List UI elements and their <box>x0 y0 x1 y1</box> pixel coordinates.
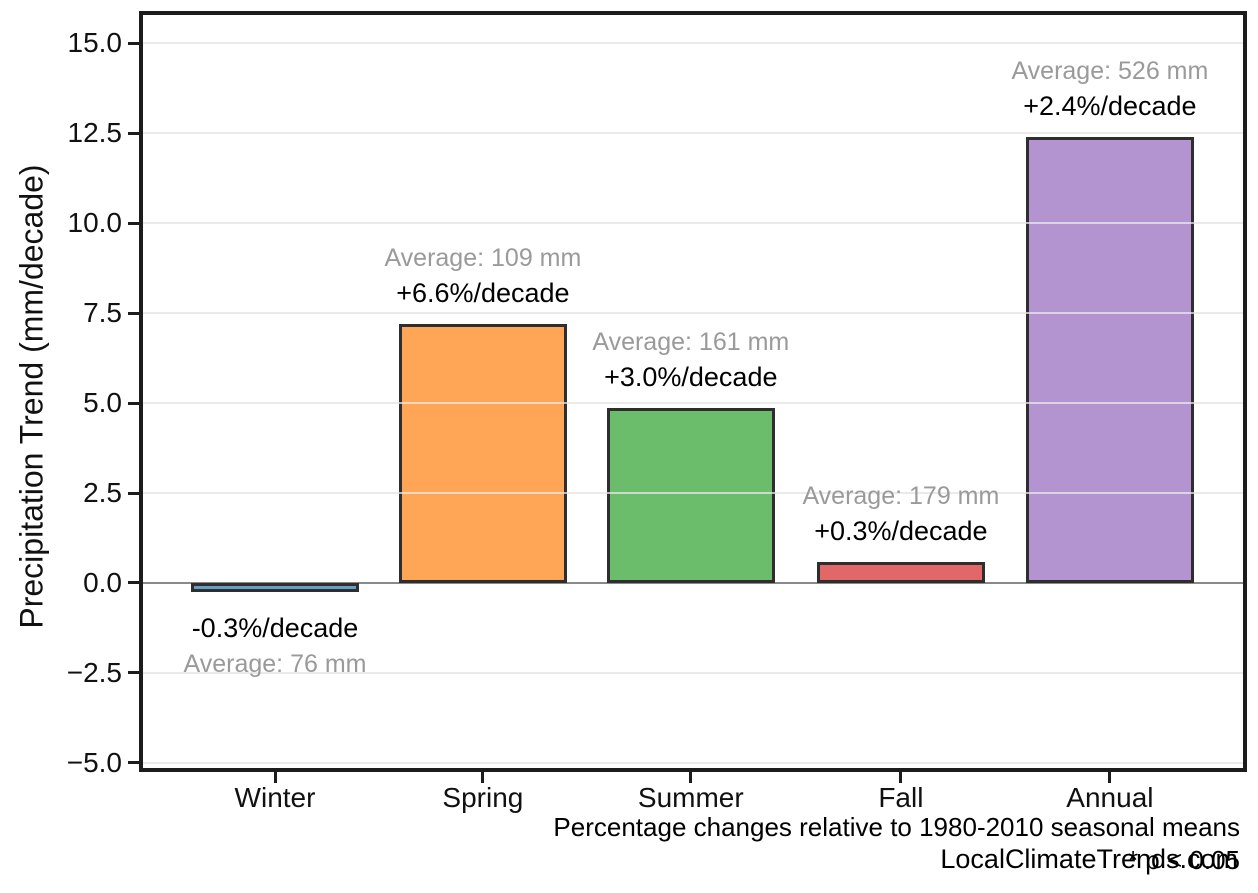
y-tick-label-7.5: 7.5 <box>83 297 122 329</box>
x-tick-label-summer: Summer <box>637 782 744 813</box>
footnote-line-2: * p < 0.05 <box>1127 845 1240 875</box>
gridline-overlay-12.5 <box>143 132 1243 135</box>
y-tick-mark-−5.0 <box>128 761 139 765</box>
x-tick-mark-summer <box>689 772 693 783</box>
y-tick-mark-10.0 <box>128 221 139 225</box>
y-tick-mark-15.0 <box>128 41 139 45</box>
y-tick-label-10.0: 10.0 <box>67 207 123 239</box>
footnote-line-1: Percentage changes relative to 1980-2010… <box>553 812 1240 842</box>
y-tick-mark-12.5 <box>128 131 139 135</box>
y-tick-mark-7.5 <box>128 311 139 315</box>
y-tick-label-5.0: 5.0 <box>83 387 122 419</box>
gridline-overlay-−5.0 <box>143 761 1243 764</box>
x-tick-label-spring: Spring <box>442 782 524 813</box>
y-tick-label-−2.5: −2.5 <box>66 656 122 688</box>
x-tick-mark-winter <box>273 772 277 783</box>
plot-area <box>139 11 1247 772</box>
x-tick-mark-annual <box>1108 772 1112 783</box>
y-tick-mark-2.5 <box>128 491 139 495</box>
bar-summer <box>606 407 775 583</box>
y-tick-label-15.0: 15.0 <box>67 27 123 59</box>
x-tick-mark-spring <box>481 772 485 783</box>
y-tick-label-−5.0: −5.0 <box>66 746 122 778</box>
gridline-y-−2.5 <box>143 671 1243 674</box>
bar-spring <box>398 323 568 583</box>
x-tick-mark-fall <box>899 772 903 783</box>
zero-line <box>143 581 1243 584</box>
gridline-overlay-−2.5 <box>143 671 1243 674</box>
y-tick-label-2.5: 2.5 <box>83 477 122 508</box>
chart-footnote: Percentage changes relative to 1980-2010… <box>553 811 1240 877</box>
y-tick-mark-0.0 <box>128 581 139 585</box>
y-tick-mark-5.0 <box>128 401 139 405</box>
y-tick-label-0.0: 0.0 <box>83 566 122 598</box>
x-tick-label-winter: Winter <box>234 782 316 813</box>
bar-annual <box>1025 137 1195 583</box>
y-tick-mark-−2.5 <box>128 671 139 675</box>
bar-winter <box>190 582 360 593</box>
watermark-text: LocalClimateTrends.com <box>940 844 1238 874</box>
gridline-y-−5.0 <box>143 761 1243 764</box>
x-tick-label-annual: Annual <box>1066 782 1154 813</box>
gridline-y-15.0 <box>143 42 1243 45</box>
gridline-y-12.5 <box>143 132 1243 135</box>
bar-fall <box>816 562 986 583</box>
x-tick-label-fall: Fall <box>878 782 924 813</box>
gridline-overlay-15.0 <box>143 42 1243 45</box>
y-tick-label-12.5: 12.5 <box>67 117 123 149</box>
